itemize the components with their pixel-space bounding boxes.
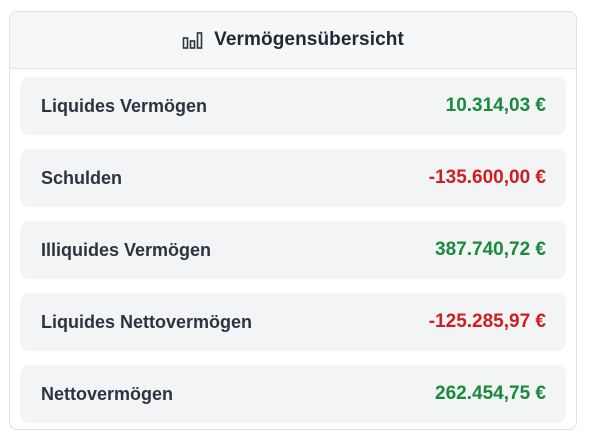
summary-row-illiquid-assets: Illiquides Vermögen 387.740,72 € [20,221,566,279]
row-value: 387.740,72 € [435,239,546,260]
bar-chart-icon [182,30,204,50]
card-header: Vermögensübersicht [10,12,576,69]
card-title: Vermögensübersicht [214,29,404,50]
summary-row-debts: Schulden -135.600,00 € [20,149,566,207]
row-label: Liquides Nettovermögen [41,311,253,332]
row-value: 10.314,03 € [445,95,546,116]
row-label: Schulden [41,167,123,188]
row-label: Nettovermögen [41,383,174,404]
summary-row-net-worth: Nettovermögen 262.454,75 € [20,365,566,423]
row-value: -135.600,00 € [428,167,546,188]
row-label: Liquides Vermögen [41,95,208,116]
asset-overview-card: Vermögensübersicht Liquides Vermögen 10.… [9,11,577,430]
row-value: -125.285,97 € [428,311,546,332]
summary-row-liquid-assets: Liquides Vermögen 10.314,03 € [20,77,566,135]
row-value: 262.454,75 € [435,383,546,404]
row-label: Illiquides Vermögen [41,239,212,260]
summary-list: Liquides Vermögen 10.314,03 € Schulden -… [10,69,576,423]
summary-row-liquid-net-worth: Liquides Nettovermögen -125.285,97 € [20,293,566,351]
